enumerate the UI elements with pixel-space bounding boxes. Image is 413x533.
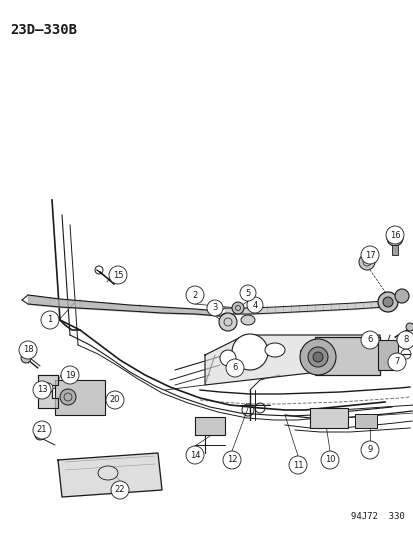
Circle shape <box>223 451 240 469</box>
Circle shape <box>312 352 322 362</box>
Circle shape <box>247 297 262 313</box>
Circle shape <box>299 339 335 375</box>
Text: 22: 22 <box>114 486 125 495</box>
Circle shape <box>109 266 127 284</box>
Text: 19: 19 <box>64 370 75 379</box>
Circle shape <box>405 323 413 331</box>
Circle shape <box>60 389 76 405</box>
Circle shape <box>61 366 79 384</box>
Circle shape <box>111 481 129 499</box>
Circle shape <box>360 246 378 264</box>
Circle shape <box>19 341 37 359</box>
Circle shape <box>185 446 204 464</box>
Bar <box>55 380 105 415</box>
Text: 5: 5 <box>245 288 250 297</box>
Circle shape <box>231 334 267 370</box>
Text: 10: 10 <box>324 456 335 464</box>
Circle shape <box>385 226 403 244</box>
Text: 16: 16 <box>389 230 399 239</box>
Bar <box>354 414 376 428</box>
Circle shape <box>387 353 405 371</box>
Ellipse shape <box>264 343 284 357</box>
Circle shape <box>240 285 255 301</box>
Circle shape <box>288 456 306 474</box>
Ellipse shape <box>98 466 118 480</box>
Text: 9: 9 <box>366 446 372 455</box>
Circle shape <box>394 289 408 303</box>
Bar <box>299 350 329 360</box>
Text: 4: 4 <box>252 301 257 310</box>
Circle shape <box>307 347 327 367</box>
Circle shape <box>320 451 338 469</box>
Circle shape <box>33 381 51 399</box>
Text: 3: 3 <box>212 303 217 312</box>
Circle shape <box>231 302 243 314</box>
Circle shape <box>396 331 413 349</box>
Circle shape <box>43 383 53 393</box>
Circle shape <box>219 350 235 366</box>
Circle shape <box>41 311 59 329</box>
Bar <box>195 417 224 435</box>
Polygon shape <box>204 335 379 385</box>
Circle shape <box>218 313 236 331</box>
Circle shape <box>360 441 378 459</box>
Circle shape <box>185 286 204 304</box>
Text: 23D–330B: 23D–330B <box>10 23 77 37</box>
Circle shape <box>382 297 392 307</box>
Bar <box>309 408 347 428</box>
Text: 11: 11 <box>292 461 302 470</box>
Circle shape <box>35 430 45 440</box>
Polygon shape <box>58 453 161 497</box>
Circle shape <box>358 254 374 270</box>
Text: 6: 6 <box>366 335 372 344</box>
Circle shape <box>360 331 378 349</box>
Circle shape <box>33 421 51 439</box>
Text: 14: 14 <box>189 450 200 459</box>
Ellipse shape <box>240 315 254 325</box>
Text: 13: 13 <box>37 385 47 394</box>
Text: 6: 6 <box>232 364 237 373</box>
Text: 20: 20 <box>109 395 120 405</box>
Circle shape <box>106 391 124 409</box>
Circle shape <box>386 230 402 246</box>
Text: 7: 7 <box>393 358 399 367</box>
Circle shape <box>206 300 223 316</box>
Text: 21: 21 <box>37 425 47 434</box>
Text: 15: 15 <box>112 271 123 279</box>
Text: 17: 17 <box>364 251 375 260</box>
Bar <box>314 337 379 375</box>
Text: 2: 2 <box>192 290 197 300</box>
Circle shape <box>225 359 243 377</box>
Text: 12: 12 <box>226 456 237 464</box>
Circle shape <box>377 292 397 312</box>
Text: 8: 8 <box>402 335 408 344</box>
Bar <box>391 245 397 255</box>
Text: 1: 1 <box>47 316 52 325</box>
Text: 94J72  330: 94J72 330 <box>350 512 404 521</box>
Polygon shape <box>38 375 58 408</box>
Bar <box>377 340 397 370</box>
Text: 18: 18 <box>23 345 33 354</box>
Circle shape <box>21 353 31 363</box>
